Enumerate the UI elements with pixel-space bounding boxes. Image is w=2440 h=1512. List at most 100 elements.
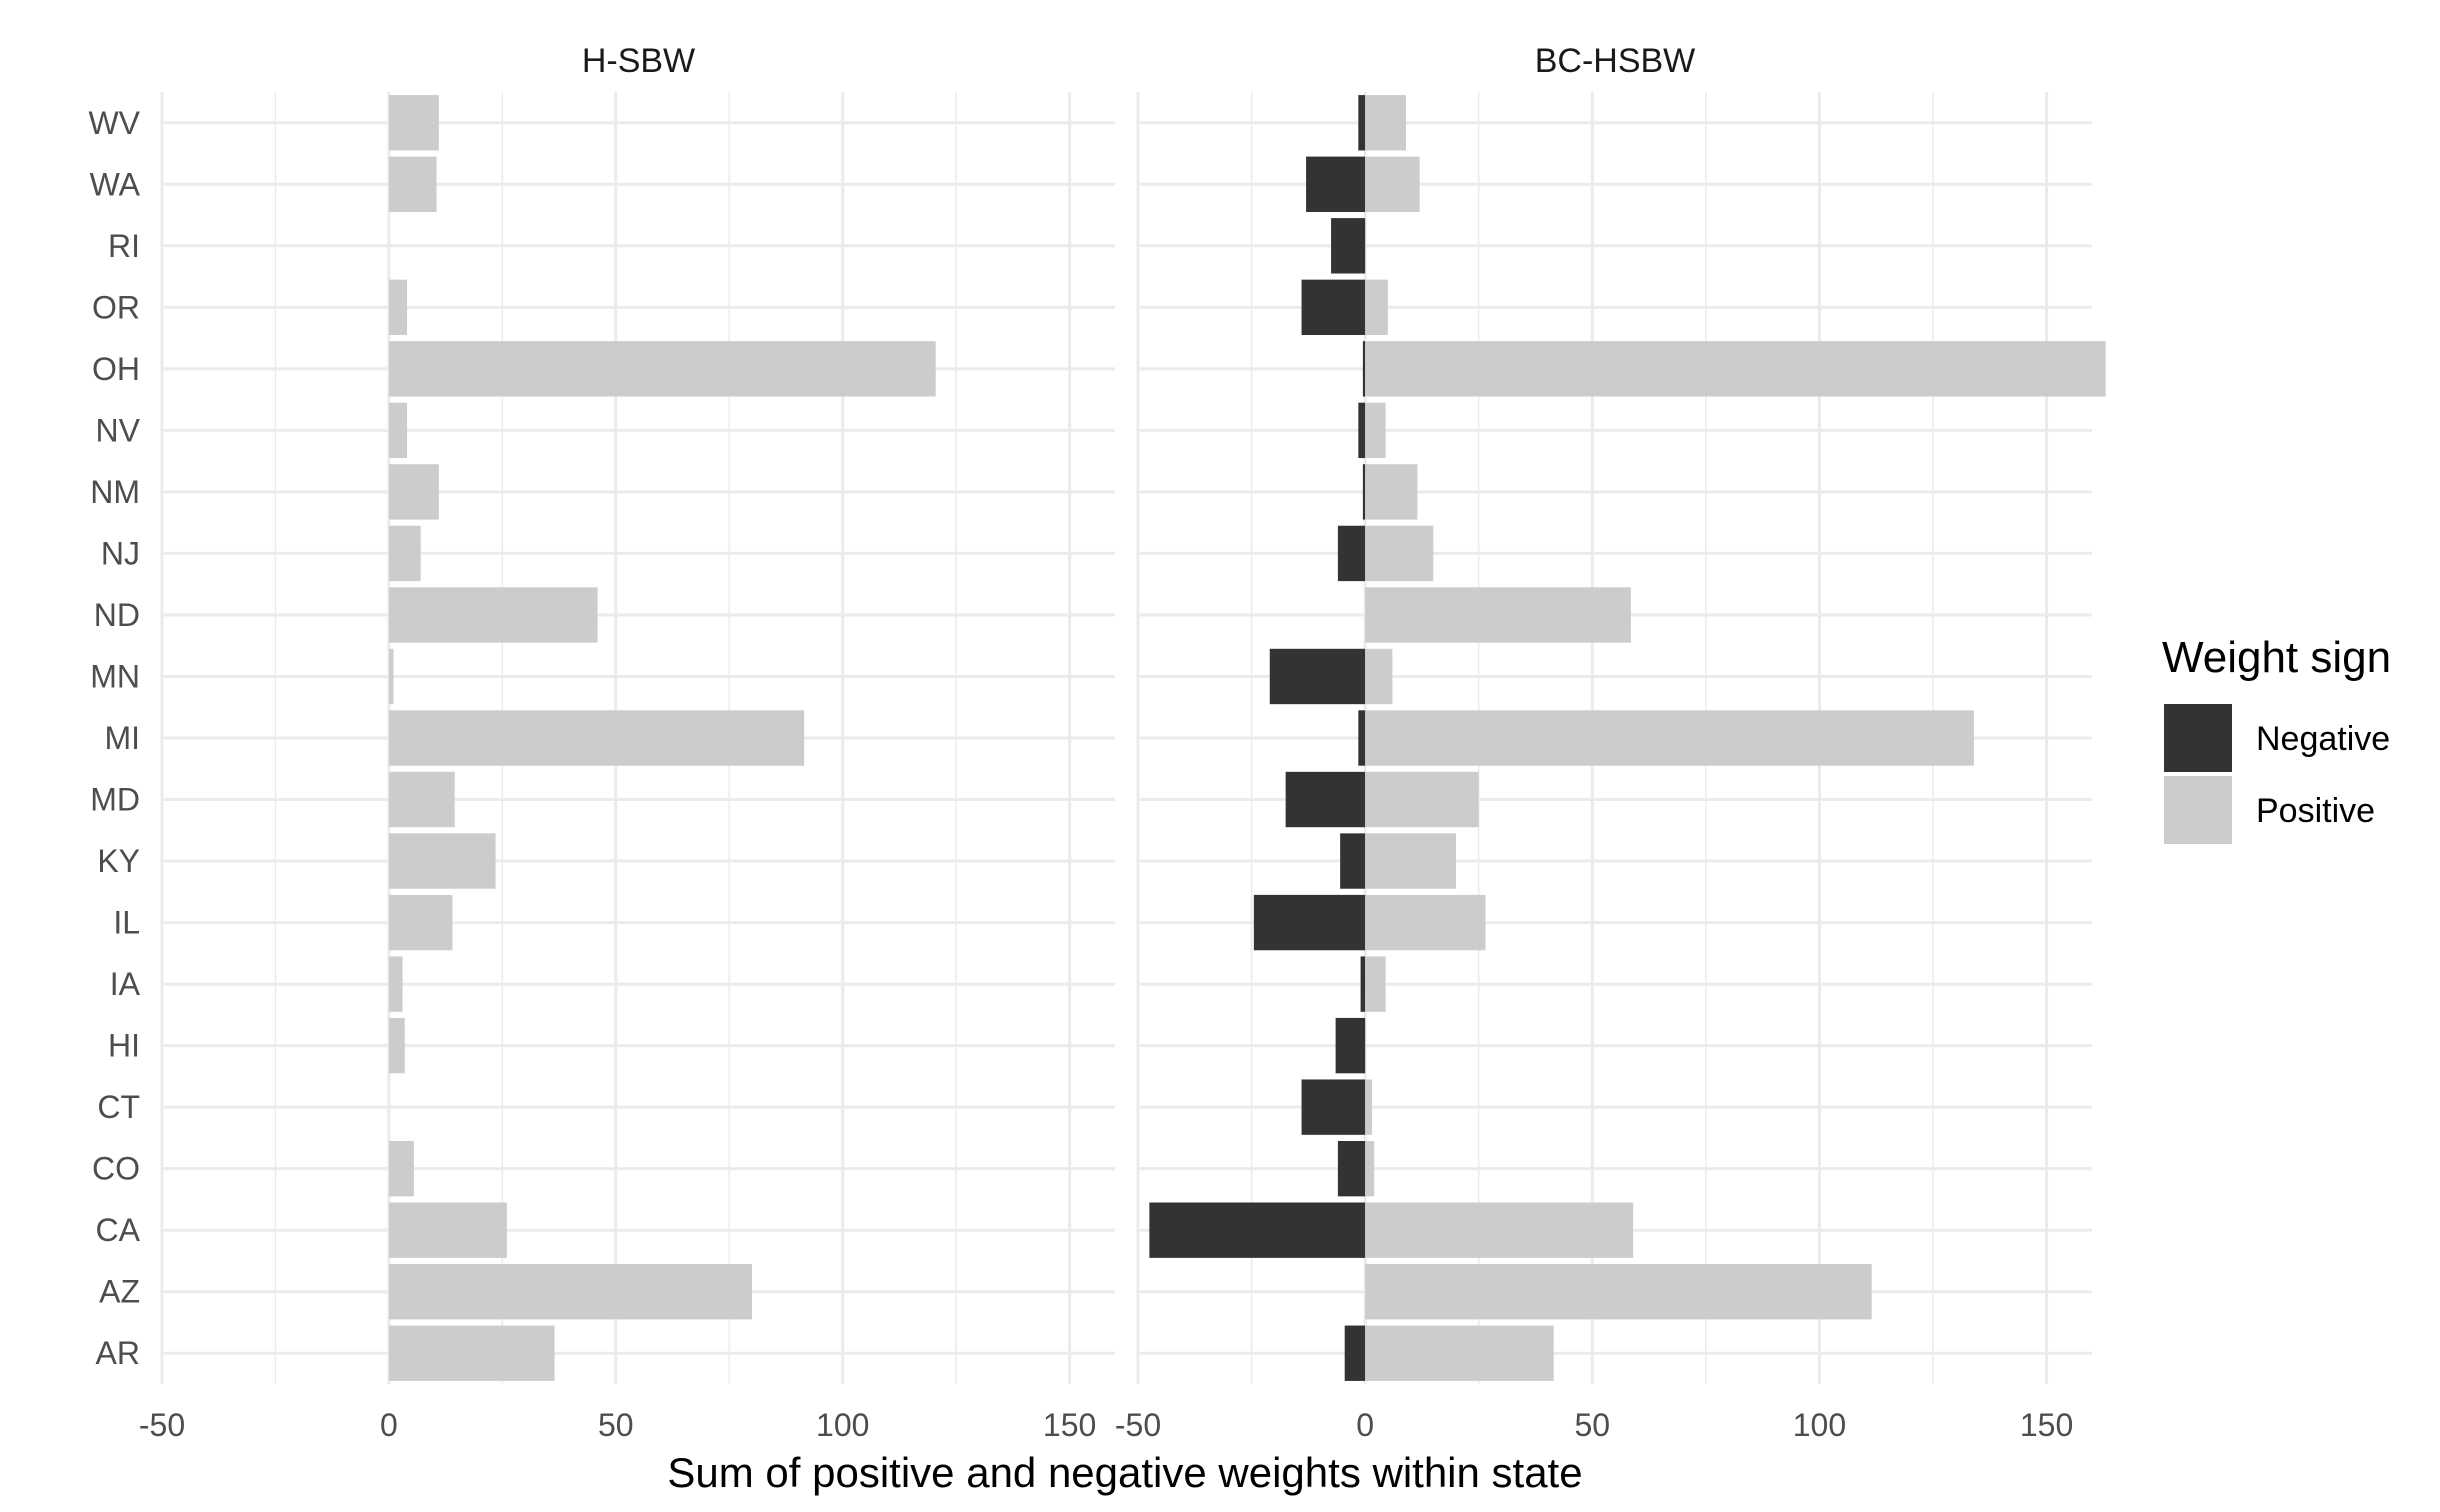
y-tick-label-nm: NM [90, 474, 140, 510]
bar-bc-hsbw-oh-negative [1362, 341, 1366, 397]
bar-bc-hsbw-md-positive [1365, 771, 1479, 828]
bar-h-sbw-co-positive [388, 1140, 414, 1197]
bar-bc-hsbw-nv-positive [1365, 402, 1386, 459]
bar-h-sbw-ar-positive [388, 1325, 555, 1381]
x-tick-label: 50 [1574, 1407, 1610, 1443]
x-tick-label: 100 [816, 1407, 869, 1443]
bar-bc-hsbw-ar-negative [1344, 1325, 1366, 1381]
bar-h-sbw-ca-positive [388, 1202, 507, 1258]
panel-bc-hsbw: -50 0 50 100 150 BC-HSBW [1115, 42, 2106, 1443]
y-tick-label-mn: MN [90, 658, 140, 694]
y-tick-label-mi: MI [104, 720, 140, 756]
bar-bc-hsbw-ia-negative [1360, 956, 1366, 1012]
y-tick-label-wv: WV [88, 105, 140, 141]
y-tick-label-or: OR [92, 289, 140, 325]
bar-bc-hsbw-nj-negative [1337, 525, 1366, 582]
bar-bc-hsbw-co-positive [1365, 1140, 1375, 1197]
y-tick-label-ri: RI [108, 228, 140, 264]
x-tick-label: 50 [598, 1407, 634, 1443]
bar-bc-hsbw-or-negative [1301, 279, 1366, 336]
bar-bc-hsbw-ar-positive [1365, 1325, 1554, 1381]
legend-swatch-negative [2164, 704, 2232, 772]
panel-title-bc-hsbw: BC-HSBW [1535, 42, 1696, 80]
bar-h-sbw-wv-positive [388, 95, 439, 151]
x-tick-label: -50 [1115, 1407, 1161, 1443]
bar-bc-hsbw-md-negative [1285, 771, 1366, 828]
legend: Weight sign Negative Positive [2162, 633, 2391, 844]
bar-bc-hsbw-or-positive [1365, 279, 1388, 336]
bar-bc-hsbw-co-negative [1337, 1140, 1366, 1197]
bar-bc-hsbw-nd-positive [1365, 587, 1631, 643]
y-tick-label-ar: AR [96, 1335, 140, 1371]
bar-h-sbw-hi-positive [388, 1017, 405, 1074]
x-tick-label: 150 [2020, 1407, 2073, 1443]
y-tick-label-wa: WA [90, 166, 141, 202]
bar-bc-hsbw-az-positive [1365, 1264, 1872, 1320]
bar-h-sbw-or-positive [388, 279, 408, 336]
legend-label-positive: Positive [2256, 792, 2375, 830]
bar-h-sbw-nj-positive [388, 525, 421, 582]
x-tick-label: 100 [1793, 1407, 1846, 1443]
bar-bc-hsbw-nj-positive [1365, 525, 1434, 582]
y-tick-label-ca: CA [96, 1212, 141, 1248]
bar-bc-hsbw-oh-positive [1365, 341, 2106, 397]
bar-bc-hsbw-mn-negative [1269, 648, 1366, 705]
x-tick-label: 0 [380, 1407, 398, 1443]
y-tick-label-nv: NV [96, 412, 141, 448]
bar-bc-hsbw-ca-positive [1365, 1202, 1634, 1258]
y-tick-label-oh: OH [92, 351, 140, 387]
bar-h-sbw-ky-positive [388, 833, 496, 889]
bar-bc-hsbw-mn-positive [1365, 648, 1393, 705]
bar-bc-hsbw-ky-negative [1340, 833, 1366, 889]
bar-bc-hsbw-ct-negative [1301, 1079, 1366, 1135]
y-tick-label-il: IL [113, 905, 140, 941]
x-tick-label: 150 [1043, 1407, 1096, 1443]
bar-bc-hsbw-nm-negative [1362, 464, 1366, 520]
panel-h-sbw: -50 0 50 100 150 H-SBW [139, 42, 1115, 1443]
y-tick-label-ky: KY [97, 843, 140, 879]
bar-bc-hsbw-il-negative [1253, 894, 1366, 951]
bar-h-sbw-nd-positive [388, 587, 598, 643]
y-tick-label-nj: NJ [101, 535, 140, 571]
bar-bc-hsbw-mi-positive [1365, 710, 1974, 766]
bar-bc-hsbw-wv-negative [1358, 95, 1366, 151]
bar-bc-hsbw-mi-negative [1358, 710, 1366, 766]
bar-h-sbw-oh-positive [388, 341, 936, 397]
bar-h-sbw-az-positive [388, 1264, 752, 1320]
legend-label-negative: Negative [2256, 720, 2390, 758]
y-tick-label-ia: IA [110, 966, 141, 1002]
bar-h-sbw-ia-positive [388, 956, 403, 1012]
y-axis: AR AZ CA CO CT HI IA IL KY MD MI MN ND NJ NM NV OH OR RI WA… [88, 105, 140, 1371]
bar-bc-hsbw-wv-positive [1365, 95, 1407, 151]
x-tick-label: -50 [139, 1407, 185, 1443]
bar-h-sbw-il-positive [388, 894, 453, 951]
panel-title-h-sbw: H-SBW [582, 42, 695, 80]
bar-h-sbw-mi-positive [388, 710, 805, 766]
bar-bc-hsbw-il-positive [1365, 894, 1486, 951]
bar-bc-hsbw-ia-positive [1365, 956, 1386, 1012]
x-tick-label: 0 [1356, 1407, 1374, 1443]
y-tick-label-az: AZ [99, 1274, 140, 1310]
legend-title: Weight sign [2162, 633, 2391, 682]
bar-bc-hsbw-ct-positive [1365, 1079, 1372, 1135]
y-tick-label-ct: CT [97, 1089, 140, 1125]
bar-bc-hsbw-wa-negative [1306, 156, 1366, 212]
bar-h-sbw-md-positive [388, 771, 455, 828]
bar-bc-hsbw-ky-positive [1365, 833, 1456, 889]
bar-h-sbw-wa-positive [388, 156, 437, 212]
y-tick-label-hi: HI [108, 1028, 140, 1064]
bar-h-sbw-mn-positive [388, 648, 394, 705]
bar-h-sbw-nv-positive [388, 402, 408, 459]
bar-bc-hsbw-wa-positive [1365, 156, 1420, 212]
y-tick-label-co: CO [92, 1151, 140, 1187]
bar-bc-hsbw-nv-negative [1358, 402, 1366, 459]
legend-swatch-positive [2164, 776, 2232, 844]
y-tick-label-md: MD [90, 782, 140, 818]
bar-bc-hsbw-nm-positive [1365, 464, 1418, 520]
bar-bc-hsbw-hi-negative [1335, 1017, 1366, 1074]
bar-bc-hsbw-ca-negative [1149, 1202, 1366, 1258]
x-axis-title: Sum of positive and negative weights wit… [667, 1449, 1582, 1496]
bar-bc-hsbw-ri-negative [1331, 218, 1366, 274]
bar-h-sbw-nm-positive [388, 464, 439, 520]
